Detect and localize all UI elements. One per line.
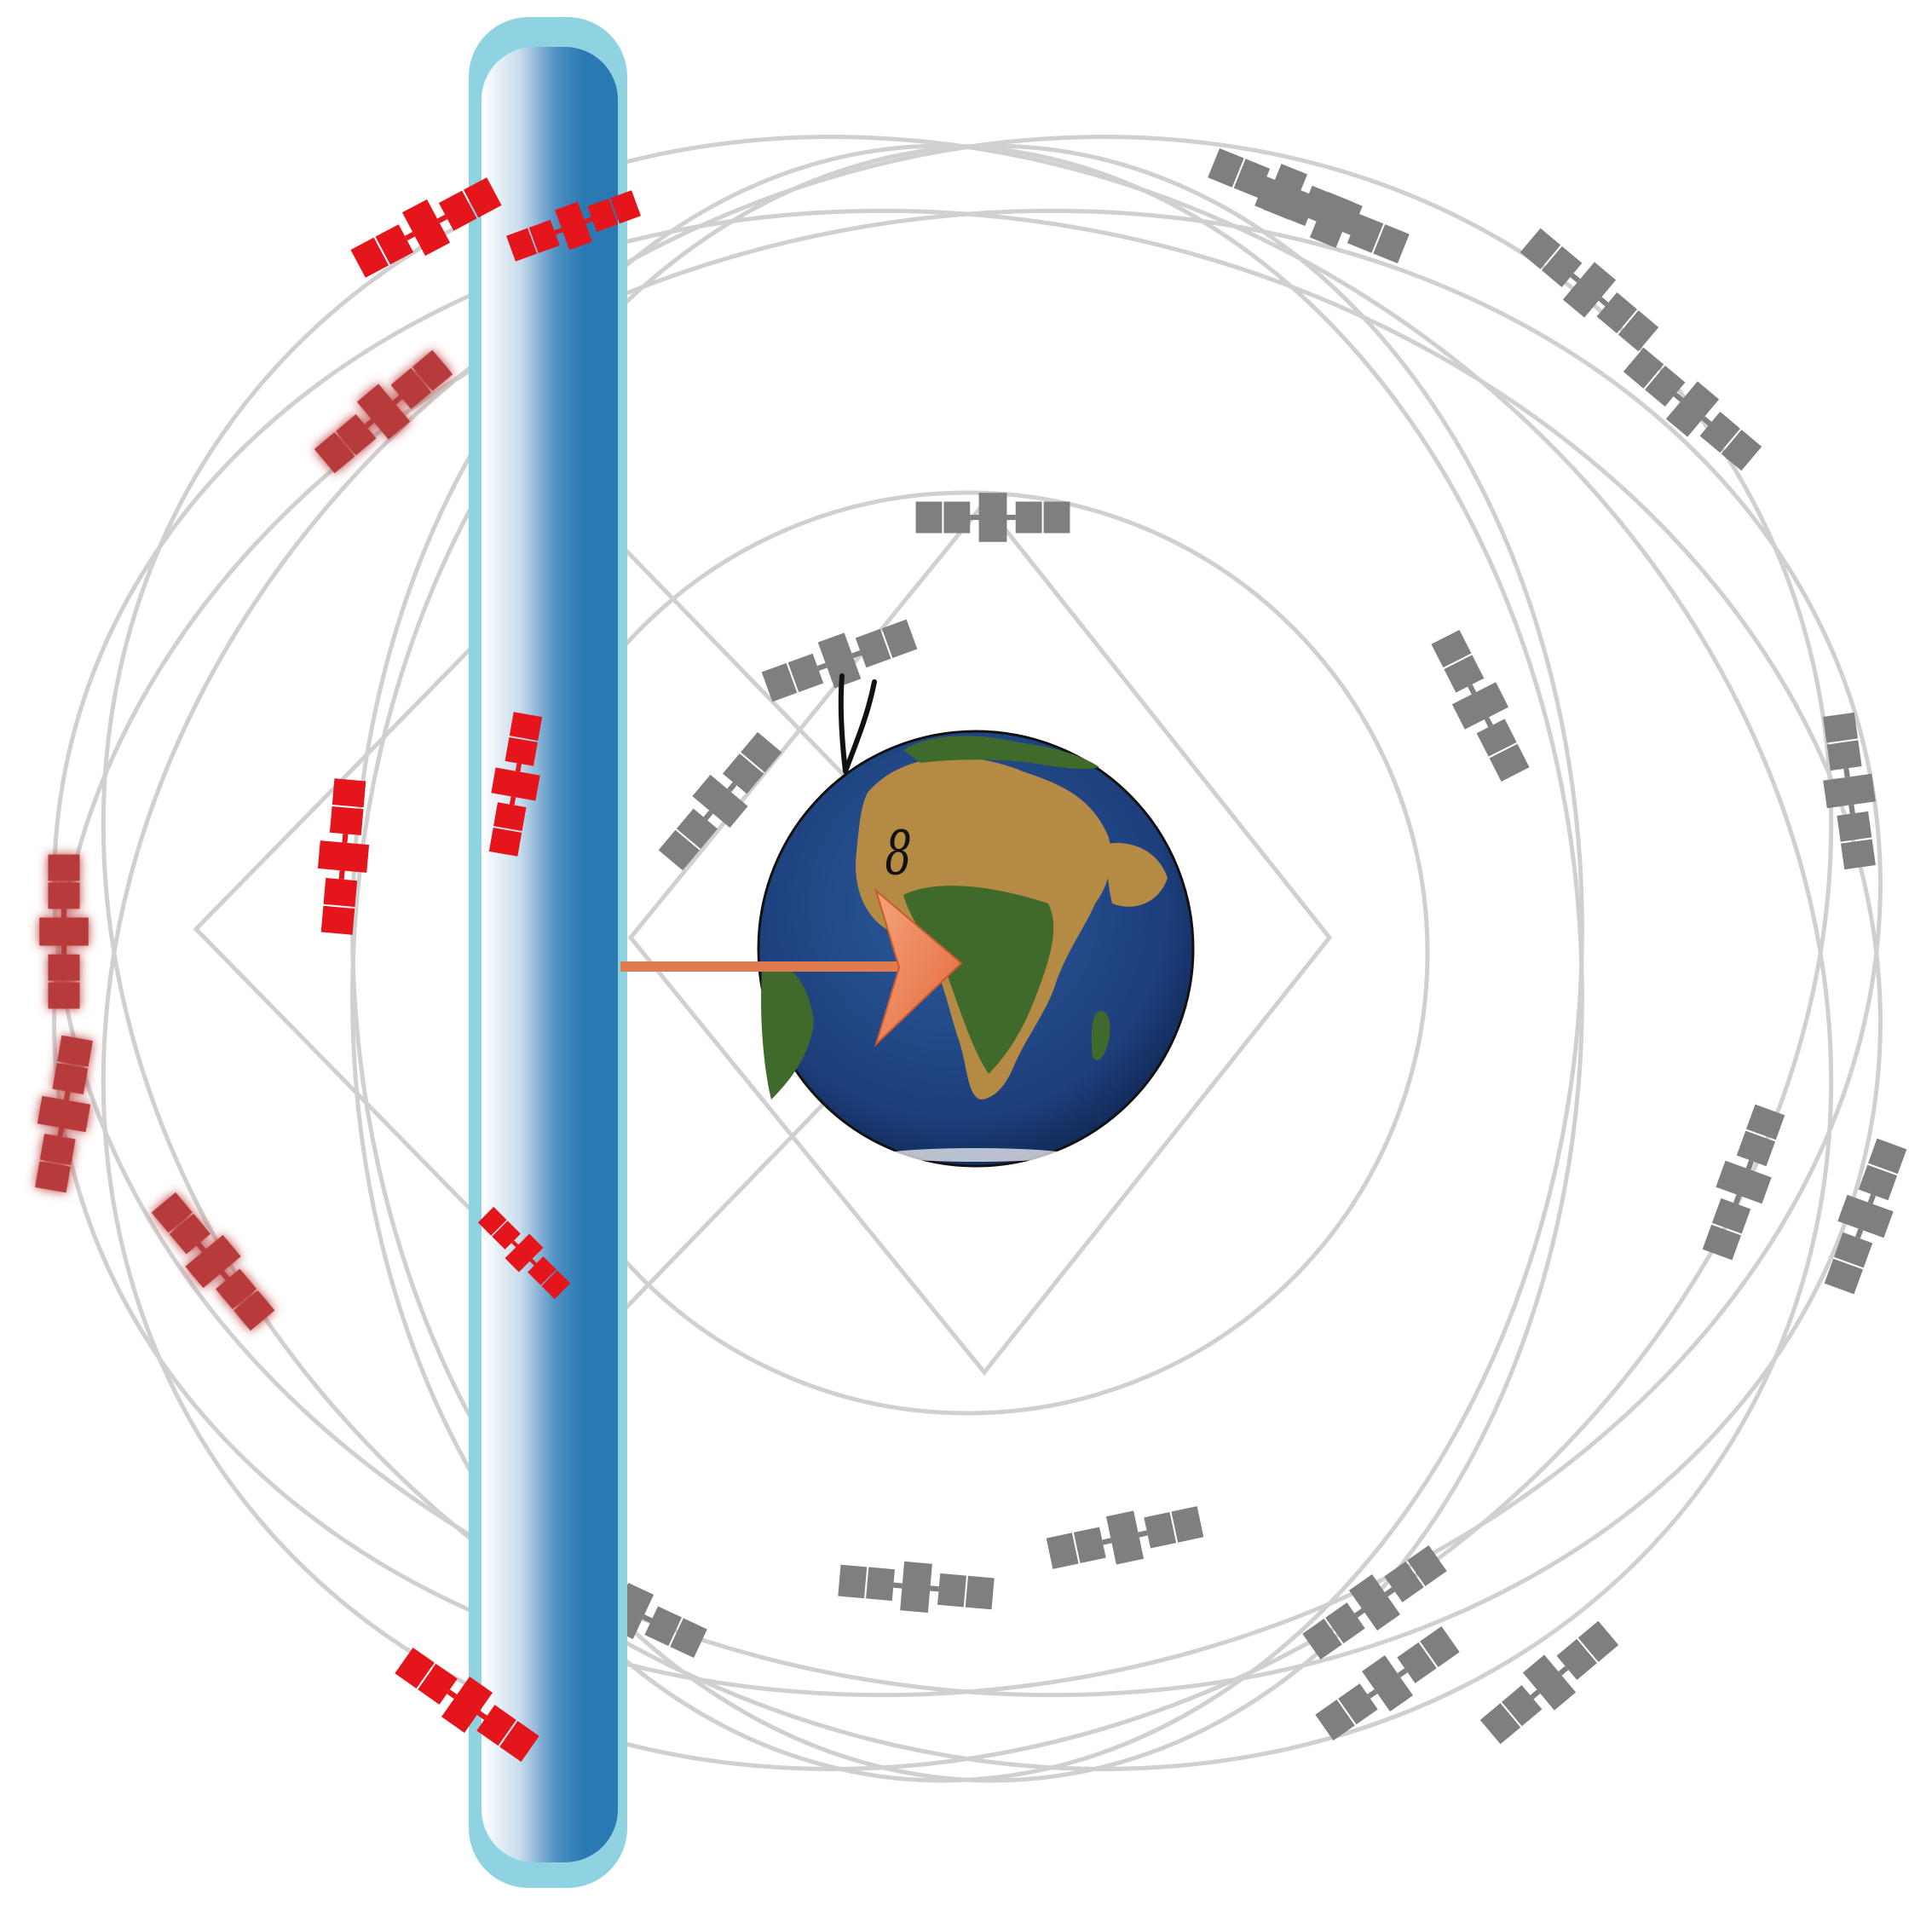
- earth-highlight: [882, 1148, 1070, 1162]
- orbit-ring: [350, 143, 1584, 1783]
- orbit-ring: [52, 208, 1883, 1698]
- satellite-icon: [309, 343, 458, 481]
- symbol-v-stroke: [838, 673, 877, 774]
- satellite-icon: [837, 1556, 995, 1619]
- orbital-plane-bar: [469, 17, 627, 1888]
- satellite-group-gray: [550, 140, 1915, 1752]
- satellite-icon: [1694, 1101, 1793, 1263]
- satellite-icon: [651, 726, 789, 876]
- orbital-plane-fill: [482, 47, 618, 1862]
- madagascar: [1091, 1011, 1110, 1060]
- europe-landmass: [903, 736, 1099, 770]
- direction-arrow: [620, 888, 963, 1048]
- arabia-landmass: [1107, 843, 1168, 907]
- satellite-icon: [1251, 168, 1413, 272]
- orbit-ring: [350, 143, 1584, 1783]
- satellite-icon: [1618, 340, 1768, 478]
- satellite-icon: [1044, 1498, 1206, 1578]
- orbit-ring: [627, 499, 1333, 1376]
- south-america-edge: [761, 961, 814, 1100]
- arrow-head: [874, 888, 963, 1048]
- symbol-b-label: 8: [885, 818, 912, 888]
- satellite-icon: [26, 1033, 102, 1195]
- satellite-icon: [39, 854, 89, 1009]
- satellite-icon: [1423, 626, 1537, 786]
- annotation-symbols: V 8: [838, 673, 912, 889]
- satellite-icon: [1514, 221, 1664, 359]
- africa-vegetation: [903, 886, 1054, 1074]
- earth-globe: [757, 730, 1195, 1168]
- orbit-ring: [505, 490, 1430, 1416]
